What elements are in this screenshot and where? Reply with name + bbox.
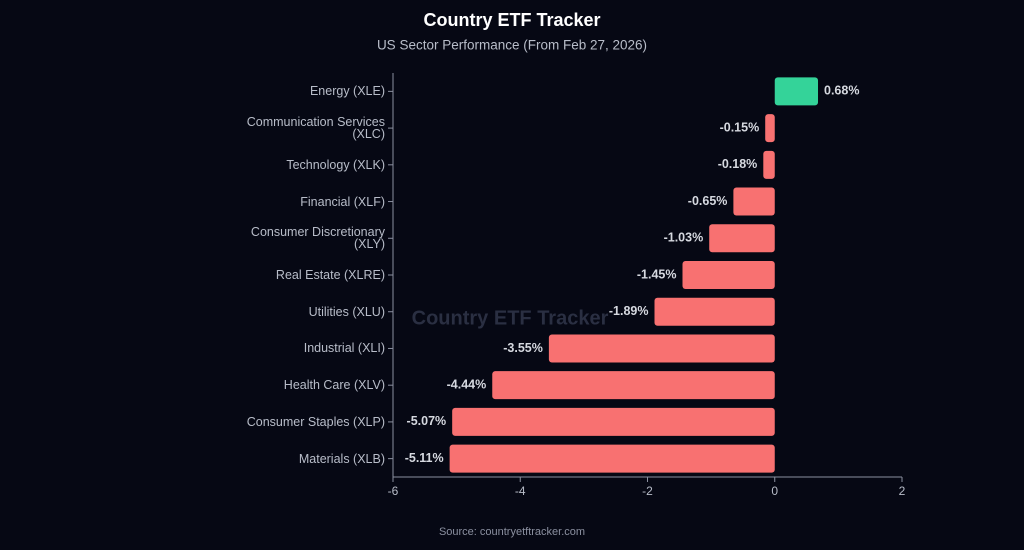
value-label: -4.44% <box>447 377 487 391</box>
y-tick-label: Health Care (XLV) <box>283 378 385 393</box>
bar <box>548 334 775 363</box>
value-label: 0.68% <box>824 84 859 98</box>
source: Source: countryetftracker.com <box>439 526 585 538</box>
bar <box>774 77 819 106</box>
y-tick-label: Financial (XLF) <box>300 194 385 209</box>
bar <box>492 371 775 400</box>
bar <box>654 297 775 326</box>
watermark: Country ETF Tracker <box>412 307 609 329</box>
y-tick-label: Communication Services (XLC) <box>246 115 385 142</box>
y-tick-label: Industrial (XLI) <box>303 341 385 356</box>
value-label: -1.03% <box>664 231 704 245</box>
value-label: -3.55% <box>503 341 543 355</box>
y-tick-label: Consumer Discretionary (XLY) <box>250 225 385 252</box>
value-label: -0.18% <box>718 157 758 171</box>
y-tick-label: Materials (XLB) <box>298 451 385 466</box>
y-tick-label: Utilities (XLU) <box>308 304 385 319</box>
x-tick-label: 2 <box>899 484 906 498</box>
y-tick-label: Energy (XLE) <box>309 84 385 99</box>
value-label: -5.11% <box>405 451 444 465</box>
value-label: -5.07% <box>407 414 447 428</box>
bar <box>765 114 775 143</box>
bar <box>452 407 775 436</box>
bar <box>763 150 775 179</box>
bar <box>733 187 775 216</box>
value-label: -1.45% <box>637 267 677 281</box>
bar <box>449 444 775 473</box>
bar <box>682 261 775 289</box>
bar <box>709 224 775 253</box>
chart-title: Country ETF Tracker <box>423 10 600 30</box>
value-label: -0.15% <box>720 120 760 134</box>
y-tick-label: Real Estate (XLRE) <box>275 268 385 282</box>
x-tick-label: -6 <box>388 484 399 498</box>
y-tick-label: Consumer Staples (XLP) <box>246 414 385 429</box>
x-tick-label: -2 <box>642 484 653 498</box>
value-label: -0.65% <box>688 194 728 208</box>
chart-subtitle: US Sector Performance (From Feb 27, 2026… <box>377 38 647 53</box>
value-label: -1.89% <box>609 304 649 318</box>
x-tick-label: 0 <box>771 484 778 498</box>
x-tick-label: -4 <box>515 484 526 498</box>
y-tick-label: Technology (XLK) <box>286 157 385 172</box>
